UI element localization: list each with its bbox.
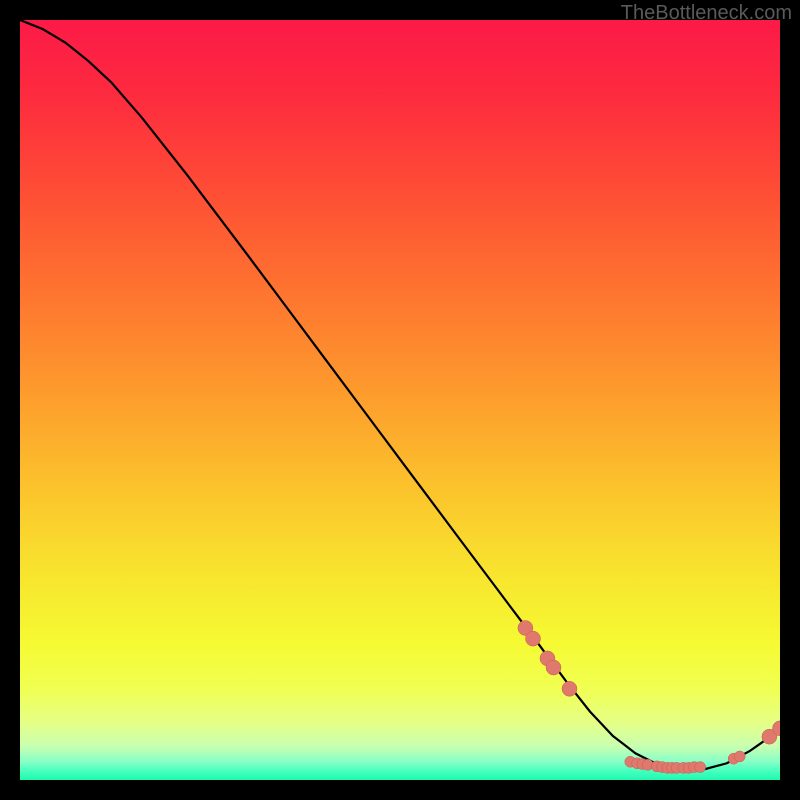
data-marker [526, 631, 541, 646]
data-marker [695, 762, 706, 773]
bottleneck-chart [20, 20, 780, 780]
chart-background [20, 20, 780, 780]
watermark-text: TheBottleneck.com [621, 2, 792, 25]
data-marker [562, 681, 577, 696]
data-marker [734, 751, 745, 762]
data-marker [546, 660, 561, 675]
chart-container [20, 20, 780, 780]
